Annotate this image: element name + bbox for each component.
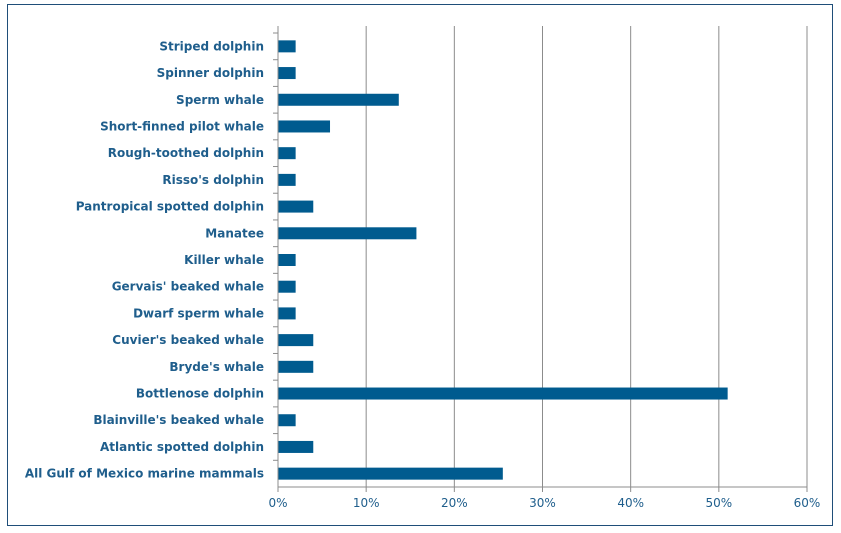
- category-label: Manatee: [205, 226, 264, 240]
- category-label: Pantropical spotted dolphin: [76, 200, 264, 214]
- axes: [273, 26, 808, 492]
- category-label: Atlantic spotted dolphin: [100, 440, 264, 454]
- bar: [278, 254, 296, 266]
- chart-frame: Striped dolphin Spinner dolphin Sperm whal…: [7, 4, 833, 526]
- bar: [278, 67, 296, 80]
- bar: [278, 440, 314, 453]
- bar: [278, 120, 331, 133]
- x-tick-label: 20%: [441, 496, 468, 510]
- category-label: Dwarf sperm whale: [133, 306, 264, 320]
- bar: [278, 414, 296, 427]
- bar: [278, 334, 314, 347]
- category-label: Spinner dolphin: [157, 66, 264, 80]
- category-label: Risso's dolphin: [162, 173, 264, 187]
- bars: [278, 40, 728, 480]
- x-tick-labels: 0% 10% 20% 30% 40% 50% 60%: [268, 496, 820, 510]
- category-label: Bryde's whale: [169, 360, 264, 374]
- gridlines: [365, 26, 808, 487]
- category-label: Cuvier's beaked whale: [112, 333, 264, 347]
- x-tick-label: 40%: [617, 496, 644, 510]
- bar: [278, 280, 296, 293]
- category-label: All Gulf of Mexico marine mammals: [25, 467, 264, 481]
- x-tick-label: 50%: [705, 496, 732, 510]
- bar: [278, 307, 296, 320]
- category-label: Blainville's beaked whale: [93, 413, 264, 427]
- category-label: Short-finned pilot whale: [100, 119, 264, 133]
- bar: [278, 387, 728, 400]
- category-label: Sperm whale: [176, 93, 264, 107]
- x-tick-label: 0%: [268, 496, 287, 510]
- bar: [278, 147, 296, 160]
- bar: [278, 227, 417, 240]
- category-label: Rough-toothed dolphin: [108, 146, 264, 160]
- category-label: Bottlenose dolphin: [136, 387, 264, 401]
- x-tick-label: 10%: [353, 496, 380, 510]
- x-tick-label: 60%: [794, 496, 821, 510]
- bar-chart: Striped dolphin Spinner dolphin Sperm whal…: [25, 26, 820, 510]
- bar: [278, 40, 296, 53]
- bar: [278, 93, 399, 106]
- bar: [278, 467, 503, 480]
- category-labels: Striped dolphin Spinner dolphin Sperm whal…: [25, 39, 264, 480]
- category-label: Striped dolphin: [159, 39, 264, 53]
- bar: [278, 200, 314, 213]
- bar: [278, 173, 296, 186]
- bar: [278, 360, 314, 373]
- x-tick-label: 30%: [529, 496, 556, 510]
- category-label: Killer whale: [184, 253, 264, 267]
- category-label: Gervais' beaked whale: [112, 280, 264, 294]
